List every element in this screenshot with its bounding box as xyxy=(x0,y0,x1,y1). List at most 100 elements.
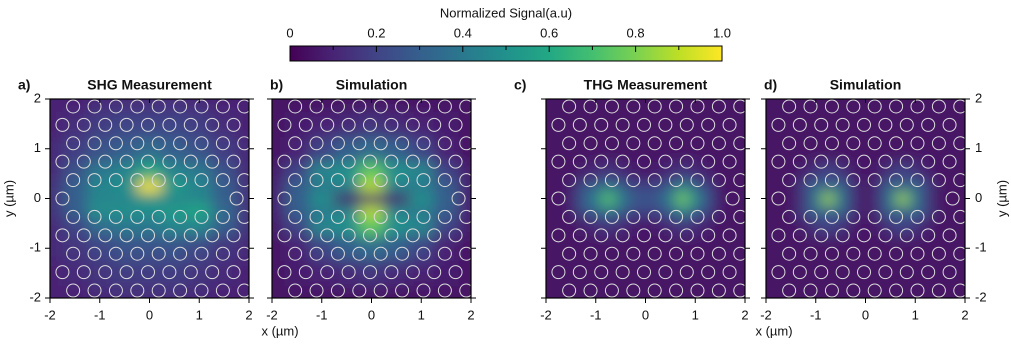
heatmap-cell xyxy=(797,161,810,180)
heatmap-cell xyxy=(30,111,63,136)
heatmap-cell xyxy=(746,161,773,180)
colorbar-label: Normalized Signal(a.u) xyxy=(440,5,572,20)
heatmap-cell xyxy=(459,111,492,136)
heatmap-cell xyxy=(252,261,285,286)
heatmap-cell xyxy=(884,205,897,218)
heatmap-cell xyxy=(212,192,237,205)
heatmap-cell xyxy=(284,261,309,286)
heatmap-cell xyxy=(187,111,212,136)
heatmap-cell xyxy=(212,136,237,161)
y-axis-label: y (µm) xyxy=(1,180,16,217)
x-axis-label: x (µm) xyxy=(261,323,298,338)
heatmap-cell xyxy=(309,79,334,112)
heatmap-cell xyxy=(212,205,237,218)
heatmap-cell xyxy=(112,161,137,180)
heatmap-cell xyxy=(746,124,773,162)
heatmap-clip xyxy=(746,79,986,319)
heatmap-cell xyxy=(921,79,934,124)
heatmap-cell xyxy=(284,161,309,180)
heatmap-cell xyxy=(409,217,434,236)
heatmap-cell xyxy=(797,192,810,205)
heatmap-cell xyxy=(359,261,384,286)
heatmap-cell xyxy=(921,273,934,318)
heatmap-cell xyxy=(746,236,773,274)
panel-label: b) xyxy=(270,77,283,93)
heatmap-cell xyxy=(112,286,137,319)
x-tick-label: -1 xyxy=(94,307,106,322)
heatmap-cell xyxy=(897,217,910,236)
heatmap-cell xyxy=(834,180,847,193)
heatmap-cell xyxy=(212,217,237,236)
heatmap-cell xyxy=(526,217,553,236)
x-tick-label: -1 xyxy=(590,307,602,322)
heatmap-cell xyxy=(212,79,237,112)
heatmap-cell xyxy=(334,286,359,319)
heatmap-cell xyxy=(577,217,590,236)
heatmap-cell xyxy=(62,161,87,180)
colorbar-tick-label: 0.2 xyxy=(367,25,385,40)
heatmap-cell xyxy=(434,136,459,161)
heatmap-cell xyxy=(701,192,714,205)
heatmap-cell xyxy=(664,192,677,205)
heatmap-clip xyxy=(526,79,766,319)
heatmap-cell xyxy=(739,79,766,124)
heatmap-cell xyxy=(797,217,810,236)
heatmap-cell xyxy=(797,273,810,318)
panel-label: c) xyxy=(514,77,526,93)
heatmap-cell xyxy=(309,261,334,286)
heatmap-cell xyxy=(162,111,187,136)
figure: Normalized Signal(a.u)00.20.40.60.81.0-2… xyxy=(0,0,1011,355)
heatmap-cell xyxy=(434,217,459,236)
heatmap-cell xyxy=(872,217,885,236)
heatmap-cell xyxy=(459,217,492,236)
heatmap-cell xyxy=(384,111,409,136)
heatmap-cell xyxy=(897,161,910,180)
x-tick-label: 1 xyxy=(196,307,203,322)
heatmap-cell xyxy=(87,111,112,136)
heatmap-cell xyxy=(677,161,690,180)
heatmap-cell xyxy=(526,192,553,205)
x-tick-label: 1 xyxy=(692,307,699,322)
heatmap-cell xyxy=(689,161,702,180)
heatmap-cell xyxy=(237,286,270,319)
heatmap-cell xyxy=(87,261,112,286)
heatmap-cell xyxy=(434,205,459,218)
heatmap-cell xyxy=(822,161,835,180)
heatmap-cell xyxy=(834,205,847,218)
heatmap-cell xyxy=(909,192,922,205)
y-tick-label: 1 xyxy=(34,140,41,155)
heatmap-clip xyxy=(30,79,270,319)
heatmap-cell xyxy=(187,192,212,205)
y-tick-label: -1 xyxy=(975,240,987,255)
heatmap-cell xyxy=(847,192,860,205)
heatmap-cell xyxy=(334,161,359,180)
heatmap-cell xyxy=(112,192,137,205)
heatmap-cell xyxy=(137,192,162,205)
y-tick-label: -2 xyxy=(29,289,41,304)
heatmap-cell xyxy=(714,79,727,124)
heatmap-cell xyxy=(590,124,603,162)
heatmap-cell xyxy=(689,192,702,205)
heatmap-cell xyxy=(384,180,409,193)
heatmap-cell xyxy=(334,192,359,205)
heatmap-cell xyxy=(252,217,285,236)
heatmap-cell xyxy=(434,192,459,205)
heatmap-cell xyxy=(87,192,112,205)
heatmap-cell xyxy=(859,180,872,193)
heatmap-cell xyxy=(237,217,270,236)
x-tick-label: 2 xyxy=(741,307,748,322)
heatmap-cell xyxy=(252,111,285,136)
heatmap-cell xyxy=(746,217,773,236)
heatmap-cell xyxy=(677,192,690,205)
heatmap-cell xyxy=(785,161,798,180)
x-tick-label: -2 xyxy=(266,307,278,322)
heatmap-cell xyxy=(162,261,187,286)
heatmap-cell xyxy=(30,217,63,236)
heatmap-cell xyxy=(62,217,87,236)
heatmap-cell xyxy=(921,192,934,205)
heatmap-clip xyxy=(252,79,492,319)
heatmap-cell xyxy=(847,236,860,274)
heatmap-cell xyxy=(237,79,270,112)
heatmap-cell xyxy=(834,192,847,205)
heatmap-cell xyxy=(284,217,309,236)
